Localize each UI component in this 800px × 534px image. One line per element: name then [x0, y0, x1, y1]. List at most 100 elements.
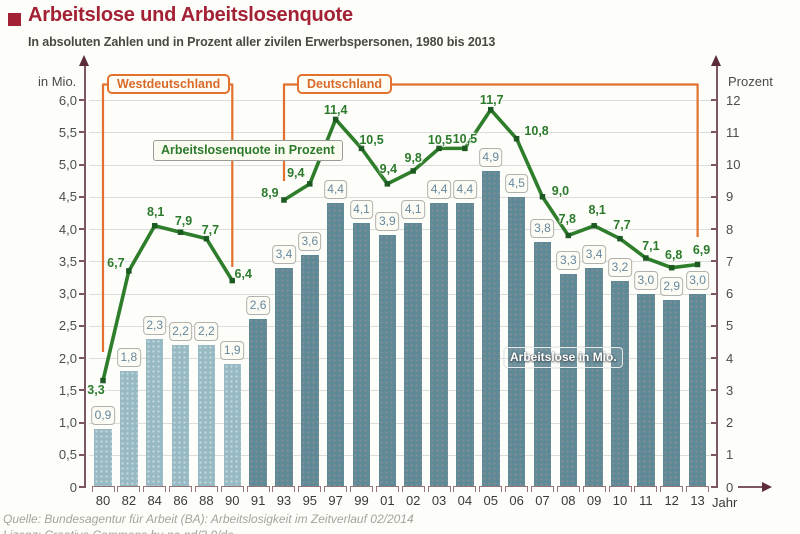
- rate-value-label: 9,8: [404, 150, 422, 165]
- left-axis-tick: [79, 99, 86, 101]
- rate-value-label: 10,8: [524, 123, 549, 138]
- right-axis-title: Prozent: [728, 74, 773, 89]
- absolute-series-label-box: Arbeitslose in Mio.: [504, 347, 623, 368]
- year-label: 82: [121, 493, 137, 508]
- x-axis-arrow-line: [738, 486, 763, 488]
- year-label: 04: [457, 493, 473, 508]
- line-point-marker: [488, 106, 494, 113]
- west-germany-label-box: Westdeutschland: [107, 74, 231, 94]
- line-point-marker: [668, 264, 675, 271]
- x-axis-bar-bracket: [686, 486, 710, 492]
- bar-value-label: 4,4: [323, 180, 348, 200]
- bar: [507, 196, 526, 487]
- right-axis-tick-label: 3: [726, 382, 734, 398]
- year-label: 91: [250, 493, 266, 508]
- bar-value-label: 3,4: [272, 244, 296, 264]
- rate-series-label-box: Arbeitslosenquote in Prozent: [153, 140, 343, 161]
- left-axis-title: in Mio.: [38, 74, 77, 89]
- bar-value-label: 1,9: [220, 341, 245, 361]
- bar: [456, 203, 474, 487]
- year-label: 90: [225, 493, 240, 508]
- bar-value-label: 4,9: [478, 147, 503, 167]
- year-label: 88: [199, 493, 214, 508]
- right-axis-tick-label: 0: [726, 479, 734, 495]
- x-axis-bar-bracket: [427, 486, 451, 492]
- rate-value-label: 10,5: [427, 133, 453, 148]
- left-axis-tick: [79, 486, 86, 488]
- line-point-marker: [617, 235, 623, 242]
- bar-value-label: 3,4: [582, 244, 606, 264]
- bar: [326, 203, 345, 487]
- bar: [404, 222, 422, 487]
- left-axis-tick-label: 4,0: [58, 221, 77, 237]
- gridline: [89, 358, 716, 359]
- left-axis-tick-label: 5,5: [58, 124, 77, 140]
- left-axis-line: [83, 66, 86, 487]
- line-point-marker: [126, 268, 132, 274]
- bar-value-label: 2,6: [246, 296, 270, 316]
- left-axis-tick-label: 1,0: [58, 415, 77, 430]
- line-point-marker: [539, 194, 546, 200]
- bar-value-label: 3,8: [530, 218, 555, 238]
- line-point-marker: [591, 223, 597, 229]
- rate-value-label: 9,4: [379, 161, 398, 176]
- bar-value-label: 1,8: [117, 347, 141, 367]
- year-label: 97: [328, 493, 343, 508]
- right-axis-tick-label: 5: [726, 318, 734, 334]
- line-point-marker: [281, 197, 287, 203]
- x-axis-bar-bracket: [220, 486, 244, 492]
- source-line: Quelle: Bundesagentur für Arbeit (BA): A…: [3, 512, 414, 526]
- germany-label-box: Deutschland: [297, 74, 393, 94]
- line-point-marker: [307, 181, 313, 187]
- line-point-marker: [513, 135, 520, 142]
- left-axis-tick: [79, 421, 86, 424]
- bar-value-label: 4,1: [349, 199, 374, 219]
- left-axis-tick: [79, 453, 86, 456]
- bar: [585, 267, 603, 487]
- page-title: Arbeitslose und Arbeitslosenquote: [28, 4, 353, 26]
- x-axis-bar-bracket: [169, 486, 193, 492]
- bar-value-label: 4,5: [504, 173, 529, 193]
- gridline: [89, 390, 716, 392]
- bar: [94, 428, 112, 487]
- bar: [197, 345, 216, 487]
- rate-value-label: 8,9: [261, 185, 279, 200]
- line-point-marker: [643, 255, 649, 261]
- line-point-marker: [436, 145, 442, 152]
- right-axis-tick: [711, 99, 718, 101]
- right-axis-tick: [711, 163, 718, 166]
- rate-value-label: 10,5: [359, 133, 384, 148]
- right-axis-tick-label: 12: [726, 92, 741, 108]
- rate-value-label: 8,1: [146, 204, 165, 219]
- year-label: 95: [302, 493, 318, 508]
- bar: [249, 319, 267, 487]
- rate-value-label: 7,8: [558, 212, 576, 227]
- rate-value-label: 11,7: [479, 92, 504, 107]
- year-label: 99: [354, 493, 369, 508]
- x-axis-bar-bracket: [246, 486, 270, 492]
- rate-value-label: 8,1: [588, 202, 606, 217]
- rate-value-label: 7,7: [613, 217, 631, 232]
- unemployment-rate-line: [282, 107, 700, 270]
- bar: [120, 370, 138, 487]
- rate-value-label: 6,8: [664, 247, 683, 262]
- unemployment-rate-line: [101, 223, 235, 383]
- x-axis-bar-bracket: [634, 486, 658, 492]
- year-label: 10: [612, 493, 628, 508]
- bar-value-label: 2,3: [142, 315, 167, 335]
- right-axis-tick-label: 7: [726, 253, 734, 269]
- bar-value-label: 4,4: [453, 180, 477, 200]
- bar: [301, 254, 319, 487]
- year-label: 86: [173, 493, 188, 508]
- left-axis-tick: [79, 260, 86, 263]
- x-axis-bar-bracket: [608, 486, 632, 492]
- page-subtitle: In absoluten Zahlen und in Prozent aller…: [28, 35, 496, 49]
- left-axis-tick-label: 2,0: [58, 350, 77, 366]
- left-axis-tick: [79, 228, 86, 230]
- right-axis-tick: [711, 131, 718, 134]
- year-label: 93: [276, 493, 292, 508]
- right-axis-tick-label: 1: [726, 447, 734, 463]
- x-axis-bar-bracket: [194, 486, 218, 492]
- gridline: [89, 293, 716, 295]
- license-line: Lizenz: Creative Commons by-nc-nd/3.0/de: [3, 528, 234, 534]
